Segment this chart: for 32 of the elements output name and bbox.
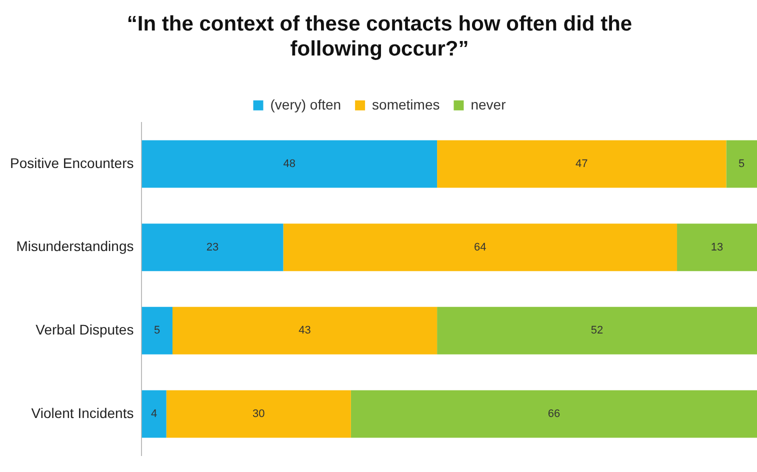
- bar: [677, 224, 757, 272]
- data-label: 66: [548, 408, 560, 420]
- bar: [172, 306, 438, 354]
- data-label: 64: [474, 241, 486, 254]
- y-tick-label: Positive Encounters: [10, 154, 134, 171]
- data-label: 48: [283, 158, 296, 170]
- y-tick-label: Violent Incidents: [31, 404, 134, 421]
- y-tick-label: Misunderstandings: [16, 238, 134, 254]
- data-label: 5: [154, 324, 160, 337]
- legend-label: (very) often: [270, 96, 342, 112]
- bar: [166, 390, 351, 438]
- chart-title: “In the context of these contacts how often did the following occur?”: [126, 12, 632, 61]
- data-label: 23: [206, 241, 219, 254]
- data-label: 43: [298, 324, 311, 337]
- data-label: 4: [150, 408, 158, 420]
- bar: [437, 140, 726, 188]
- bar: [437, 306, 757, 354]
- bar: [142, 306, 172, 354]
- data-label: 47: [576, 158, 588, 170]
- data-label: 13: [710, 241, 724, 254]
- legend-label: never: [470, 96, 506, 112]
- y-tick-label: Verbal Disputes: [36, 322, 134, 338]
- bar: [726, 140, 757, 188]
- bar: [350, 390, 757, 438]
- legend-label: sometimes: [372, 96, 440, 112]
- bar: [283, 224, 678, 272]
- bar: [142, 224, 284, 272]
- data-label: 52: [590, 324, 604, 337]
- data-label: 5: [738, 158, 745, 170]
- data-label: 30: [252, 408, 265, 420]
- bar: [142, 140, 438, 188]
- bar: [142, 390, 166, 438]
